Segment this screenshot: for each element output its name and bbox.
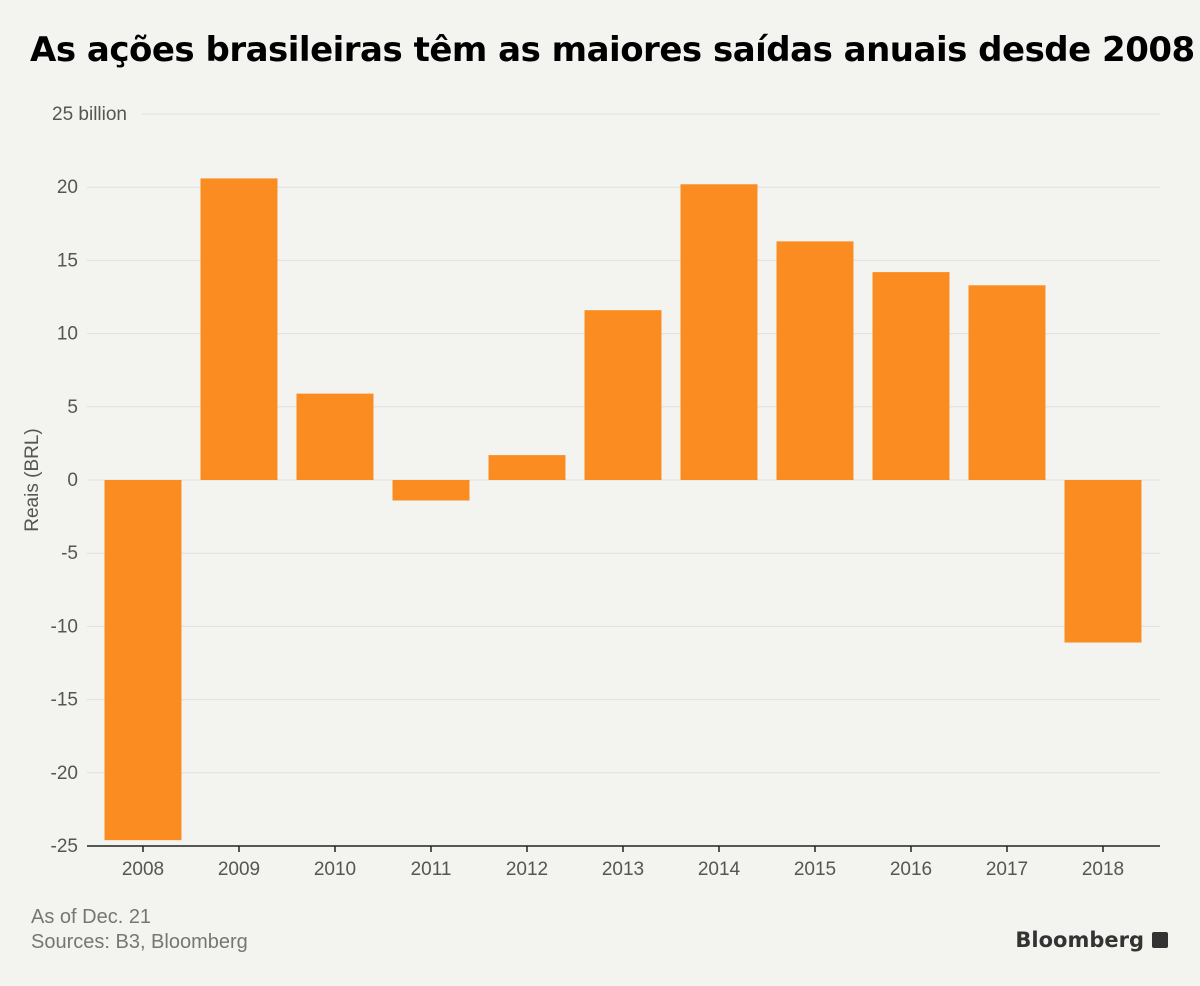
x-tick-label: 2016 [890, 859, 932, 880]
x-tick-label: 2012 [506, 859, 548, 880]
y-tick-label: 20 [57, 177, 78, 198]
x-tick-label: 2009 [218, 859, 260, 880]
bar-2009 [200, 178, 278, 480]
x-tick-label: 2011 [411, 859, 452, 880]
bar-2018 [1064, 480, 1142, 643]
x-tick-label: 2015 [794, 859, 836, 880]
sources-note: Sources: B3, Bloomberg [31, 931, 248, 953]
y-tick-label: -25 [51, 836, 78, 857]
y-tick-label: -20 [51, 763, 78, 784]
y-tick-label: 15 [57, 250, 78, 271]
x-tick-label: 2010 [314, 859, 356, 880]
y-tick-label: 25 billion [52, 104, 127, 125]
chart-title: As ações brasileiras têm as maiores saíd… [30, 30, 1195, 70]
x-tick-label: 2018 [1082, 859, 1124, 880]
y-tick-label: 0 [67, 470, 78, 491]
x-tick-label: 2014 [698, 859, 741, 880]
y-tick-label: 10 [57, 324, 78, 345]
bar-2013 [584, 310, 662, 480]
bar-2012 [488, 455, 566, 480]
as-of-note: As of Dec. 21 [31, 906, 152, 928]
bloomberg-chart-icon [1152, 932, 1168, 948]
bar-2016 [872, 272, 950, 480]
bar-2015 [776, 241, 854, 480]
y-tick-label: -15 [51, 690, 78, 711]
bar-2008 [104, 480, 182, 841]
bar-2010 [296, 393, 374, 480]
x-tick-label: 2008 [122, 859, 164, 880]
y-tick-label: -5 [61, 543, 78, 564]
bar-2014 [680, 184, 758, 480]
bar-2017 [968, 285, 1046, 480]
y-tick-label: -10 [51, 616, 78, 637]
y-axis-title: Reais (BRL) [22, 428, 43, 531]
brand-name: Bloomberg [1015, 928, 1144, 952]
x-tick-label: 2013 [602, 859, 644, 880]
y-tick-label: 5 [67, 397, 78, 418]
bloomberg-logo: Bloomberg [1015, 928, 1168, 952]
bar-2011 [392, 480, 470, 501]
x-tick-label: 2017 [986, 859, 1028, 880]
